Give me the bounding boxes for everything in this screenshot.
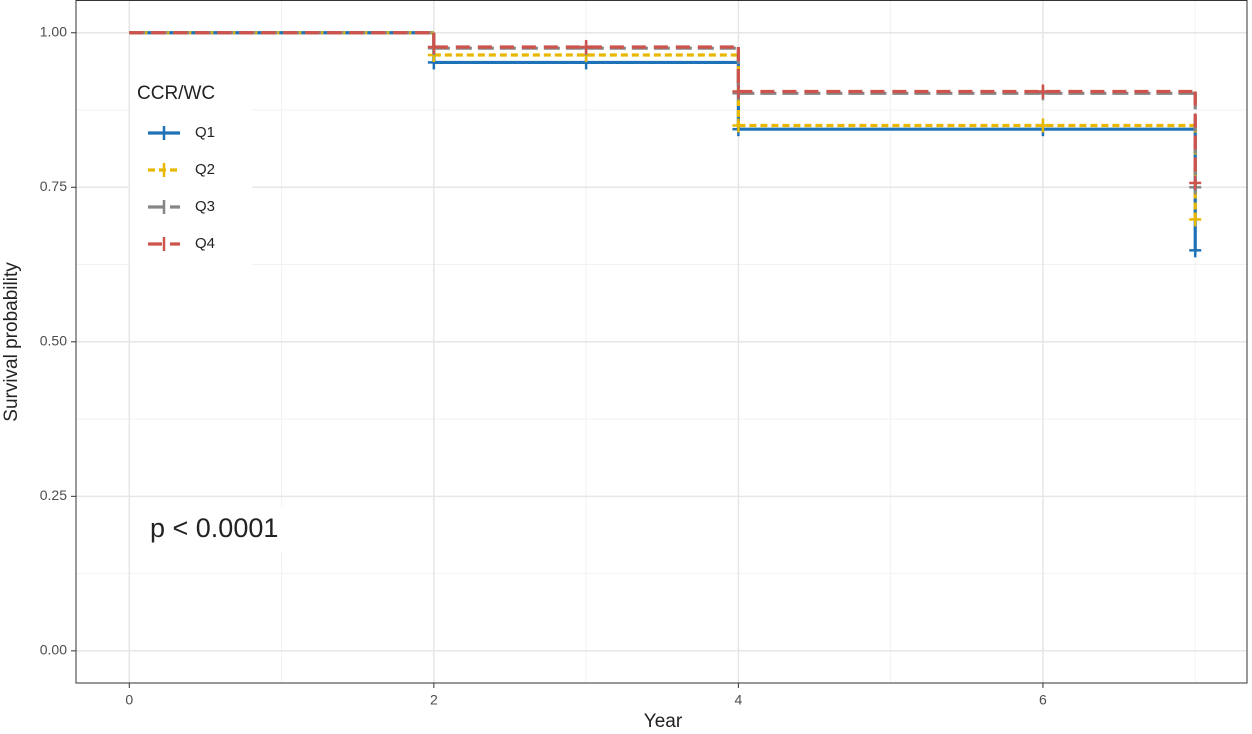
y-tick-label: 0.25 bbox=[40, 487, 67, 503]
y-tick-label: 0.75 bbox=[40, 178, 67, 194]
x-tick-label: 2 bbox=[430, 692, 438, 708]
legend-title: CCR/WC bbox=[137, 83, 215, 104]
censor-mark bbox=[1189, 212, 1202, 227]
censor-mark bbox=[732, 118, 745, 133]
legend-label: Q4 bbox=[195, 235, 215, 252]
y-tick-label: 1.00 bbox=[40, 23, 67, 39]
annotation: p < 0.0001 bbox=[150, 513, 278, 543]
grid bbox=[76, 0, 1247, 683]
censor-mark bbox=[580, 39, 593, 54]
censor-mark bbox=[1189, 175, 1202, 190]
y-axis-label: Survival probability bbox=[1, 262, 22, 422]
censor-mark bbox=[1036, 118, 1049, 133]
censor-mark bbox=[732, 84, 745, 99]
x-tick-label: 0 bbox=[125, 692, 133, 708]
censor-mark bbox=[1189, 243, 1202, 258]
annotation-box bbox=[144, 506, 304, 552]
x-axis-label: Year bbox=[644, 711, 683, 732]
y-tick-label: 0.00 bbox=[40, 642, 67, 658]
marks bbox=[129, 31, 1202, 258]
x-tick-label: 4 bbox=[735, 692, 743, 708]
y-tick-label: 0.50 bbox=[40, 333, 67, 349]
legend-label: Q2 bbox=[195, 161, 215, 178]
legend-box bbox=[130, 68, 252, 266]
legend-label: Q1 bbox=[195, 124, 215, 141]
x-tick-label: 6 bbox=[1039, 692, 1047, 708]
censor-mark bbox=[427, 39, 440, 54]
legend: Q1 Q2 Q3 Q4 bbox=[148, 124, 215, 252]
censor-mark bbox=[1036, 84, 1049, 99]
legend-label: Q3 bbox=[195, 198, 215, 215]
